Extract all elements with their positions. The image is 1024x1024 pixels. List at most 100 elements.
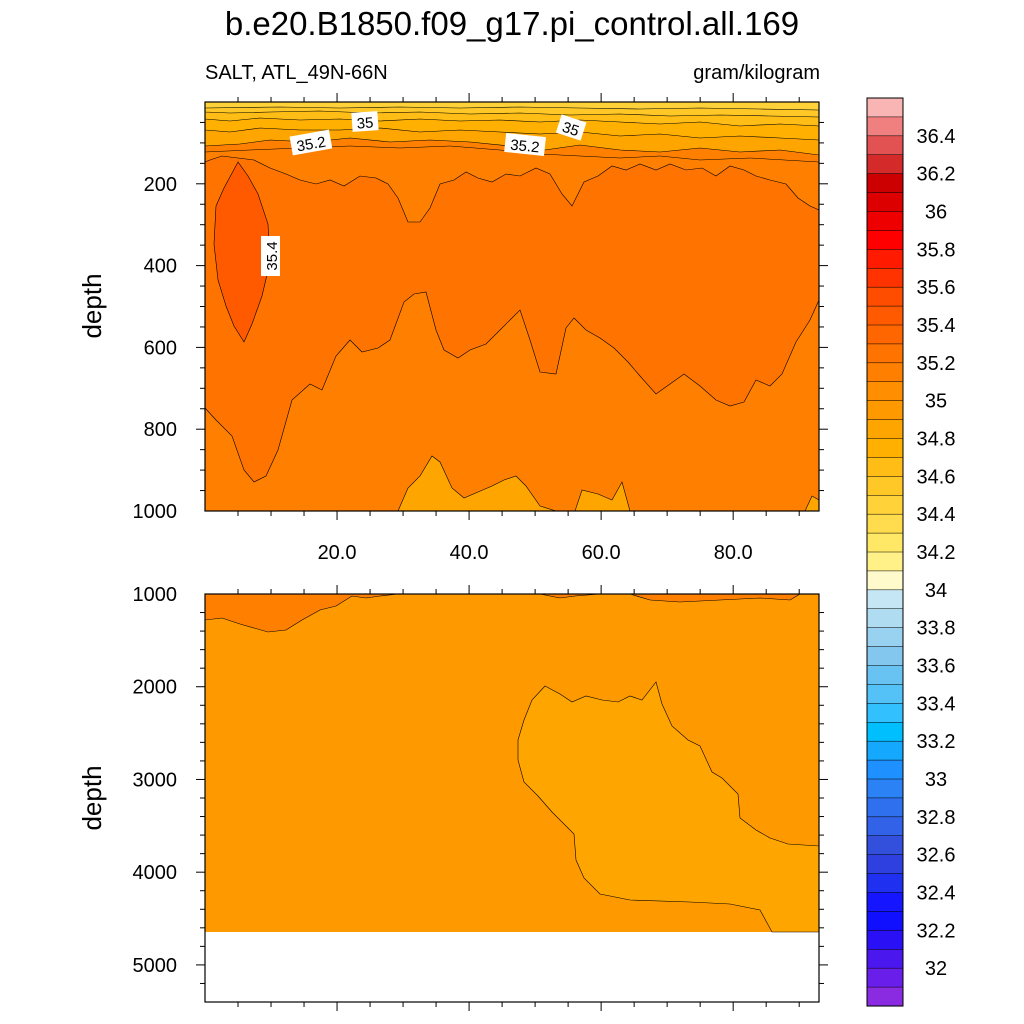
colorbar-label: 34.4: [917, 504, 956, 526]
colorbar-box: [866, 722, 904, 742]
colorbar-label: 35.8: [917, 239, 956, 261]
colorbar-box: [866, 324, 904, 345]
colorbar-box: [866, 930, 904, 950]
colorbar-box: [866, 154, 904, 175]
colorbar-frame: [866, 97, 904, 1007]
colorbar-label: 32.8: [917, 807, 956, 829]
colorbar-box: [866, 986, 904, 1007]
contour-label-group: 35 35 35.2 35.2 35.4: [261, 111, 587, 276]
y-tick-label: 600: [144, 337, 177, 359]
lower-35.2-strip-right: [539, 594, 601, 599]
contour-label: 35: [560, 119, 581, 140]
colorbar-box: [866, 627, 904, 648]
y-tick-label: 1000: [133, 501, 178, 523]
colorbar-box: [866, 173, 904, 194]
mid-35.2-band: [205, 155, 819, 483]
colorbar-label: 34.2: [917, 542, 956, 564]
colorbar-box: [866, 135, 904, 156]
units-subtitle: gram/kilogram: [693, 62, 820, 84]
colorbar-box: [866, 211, 904, 231]
colorbar-box: [866, 967, 904, 988]
upper-y-ticks: [196, 121, 828, 492]
colorbar-box: [866, 513, 904, 534]
colorbar-box: [866, 608, 904, 629]
colorbar-box: [866, 192, 904, 213]
upper-x-tick-labels: 20.0 40.0 60.0 80.0: [318, 542, 753, 564]
lower-x-ticks: [237, 585, 800, 1011]
y-tick-label: 4000: [133, 862, 178, 884]
lower-y-axis-label: depth: [77, 765, 107, 830]
colorbar-box: [866, 646, 904, 667]
colorbar-box: [866, 343, 904, 364]
colorbar-label: 33.2: [917, 731, 956, 753]
colorbar-box: [866, 835, 904, 856]
colorbar-label: 34.8: [917, 429, 956, 451]
colorbar-box: [866, 873, 904, 894]
colorbar-label: 32: [925, 958, 947, 980]
colorbar-labels: 36.4 36.2 36 35.8 35.6 35.4 35.2 35 34.8 34.6 34.4…: [917, 126, 956, 980]
core-35.4-region: [213, 161, 271, 343]
y-tick-label: 1000: [133, 584, 178, 606]
colorbar-box: [866, 816, 904, 837]
colorbar-box: [866, 570, 904, 591]
lower-y-tick-labels: 1000 2000 3000 4000 5000: [133, 584, 178, 977]
y-tick-label: 2000: [133, 677, 178, 699]
colorbar-boxes: [866, 97, 904, 1007]
colorbar-box: [866, 362, 904, 383]
colorbar-label: 34.6: [917, 466, 956, 488]
colorbar-box: [866, 438, 904, 458]
colorbar-box: [866, 381, 904, 402]
colorbar-box: [866, 703, 904, 723]
deep-35-region: [397, 455, 631, 511]
chart-title: b.e20.B1850.f09_g17.pi_control.all.169: [224, 5, 800, 42]
lower-y-ticks: [196, 612, 828, 984]
lower-35-region: [517, 681, 819, 933]
colorbar-box: [866, 116, 904, 137]
colorbar-label: 33: [925, 769, 947, 791]
colorbar-box: [866, 97, 904, 118]
colorbar-box: [866, 665, 904, 685]
colorbar-box: [866, 740, 904, 761]
colorbar-label: 36.4: [917, 126, 956, 148]
colorbar-box: [866, 778, 904, 799]
colorbar-label: 35: [925, 391, 947, 413]
colorbar-box: [866, 476, 904, 496]
lower-35.2-strip-far: [629, 594, 801, 603]
contour-label: 35.2: [509, 137, 540, 157]
colorbar-box: [866, 249, 904, 269]
colorbar-box: [866, 230, 904, 250]
colorbar-label: 32.2: [917, 920, 956, 942]
colorbar-box: [866, 268, 904, 288]
colorbar-box: [866, 400, 904, 421]
y-tick-label: 800: [144, 419, 177, 441]
colorbar-box: [866, 684, 904, 704]
upper-x-ticks: [237, 93, 800, 520]
x-tick-label: 60.0: [582, 542, 621, 564]
lower-35.2-strip: [205, 594, 399, 633]
y-tick-label: 3000: [133, 769, 178, 791]
colorbar-label: 35.2: [917, 353, 956, 375]
colorbar-box: [866, 495, 904, 515]
colorbar-label: 33.6: [917, 656, 956, 678]
upper-y-axis-label: depth: [77, 273, 107, 338]
variable-subtitle: SALT, ATL_49N-66N: [205, 62, 388, 84]
colorbar-box: [866, 589, 904, 610]
upper-y-tick-labels: 200 400 600 800 1000: [133, 174, 178, 523]
colorbar-box: [866, 892, 904, 912]
colorbar-box: [866, 854, 904, 875]
colorbar-box: [866, 759, 904, 780]
contour-label: 35.4: [264, 241, 281, 270]
x-tick-label: 20.0: [318, 542, 357, 564]
y-tick-label: 5000: [133, 955, 178, 977]
colorbar: 36.4 36.2 36 35.8 35.6 35.4 35.2 35 34.8 34.6 34.4…: [866, 97, 956, 1007]
y-tick-label: 400: [144, 256, 177, 278]
colorbar-label: 36.2: [917, 164, 956, 186]
colorbar-label: 36: [925, 202, 947, 224]
lower-no-data-region: [205, 932, 819, 1002]
colorbar-label: 32.4: [917, 883, 956, 905]
colorbar-box: [866, 532, 904, 553]
colorbar-box: [866, 419, 904, 440]
y-tick-label: 200: [144, 174, 177, 196]
colorbar-label: 35.6: [917, 277, 956, 299]
